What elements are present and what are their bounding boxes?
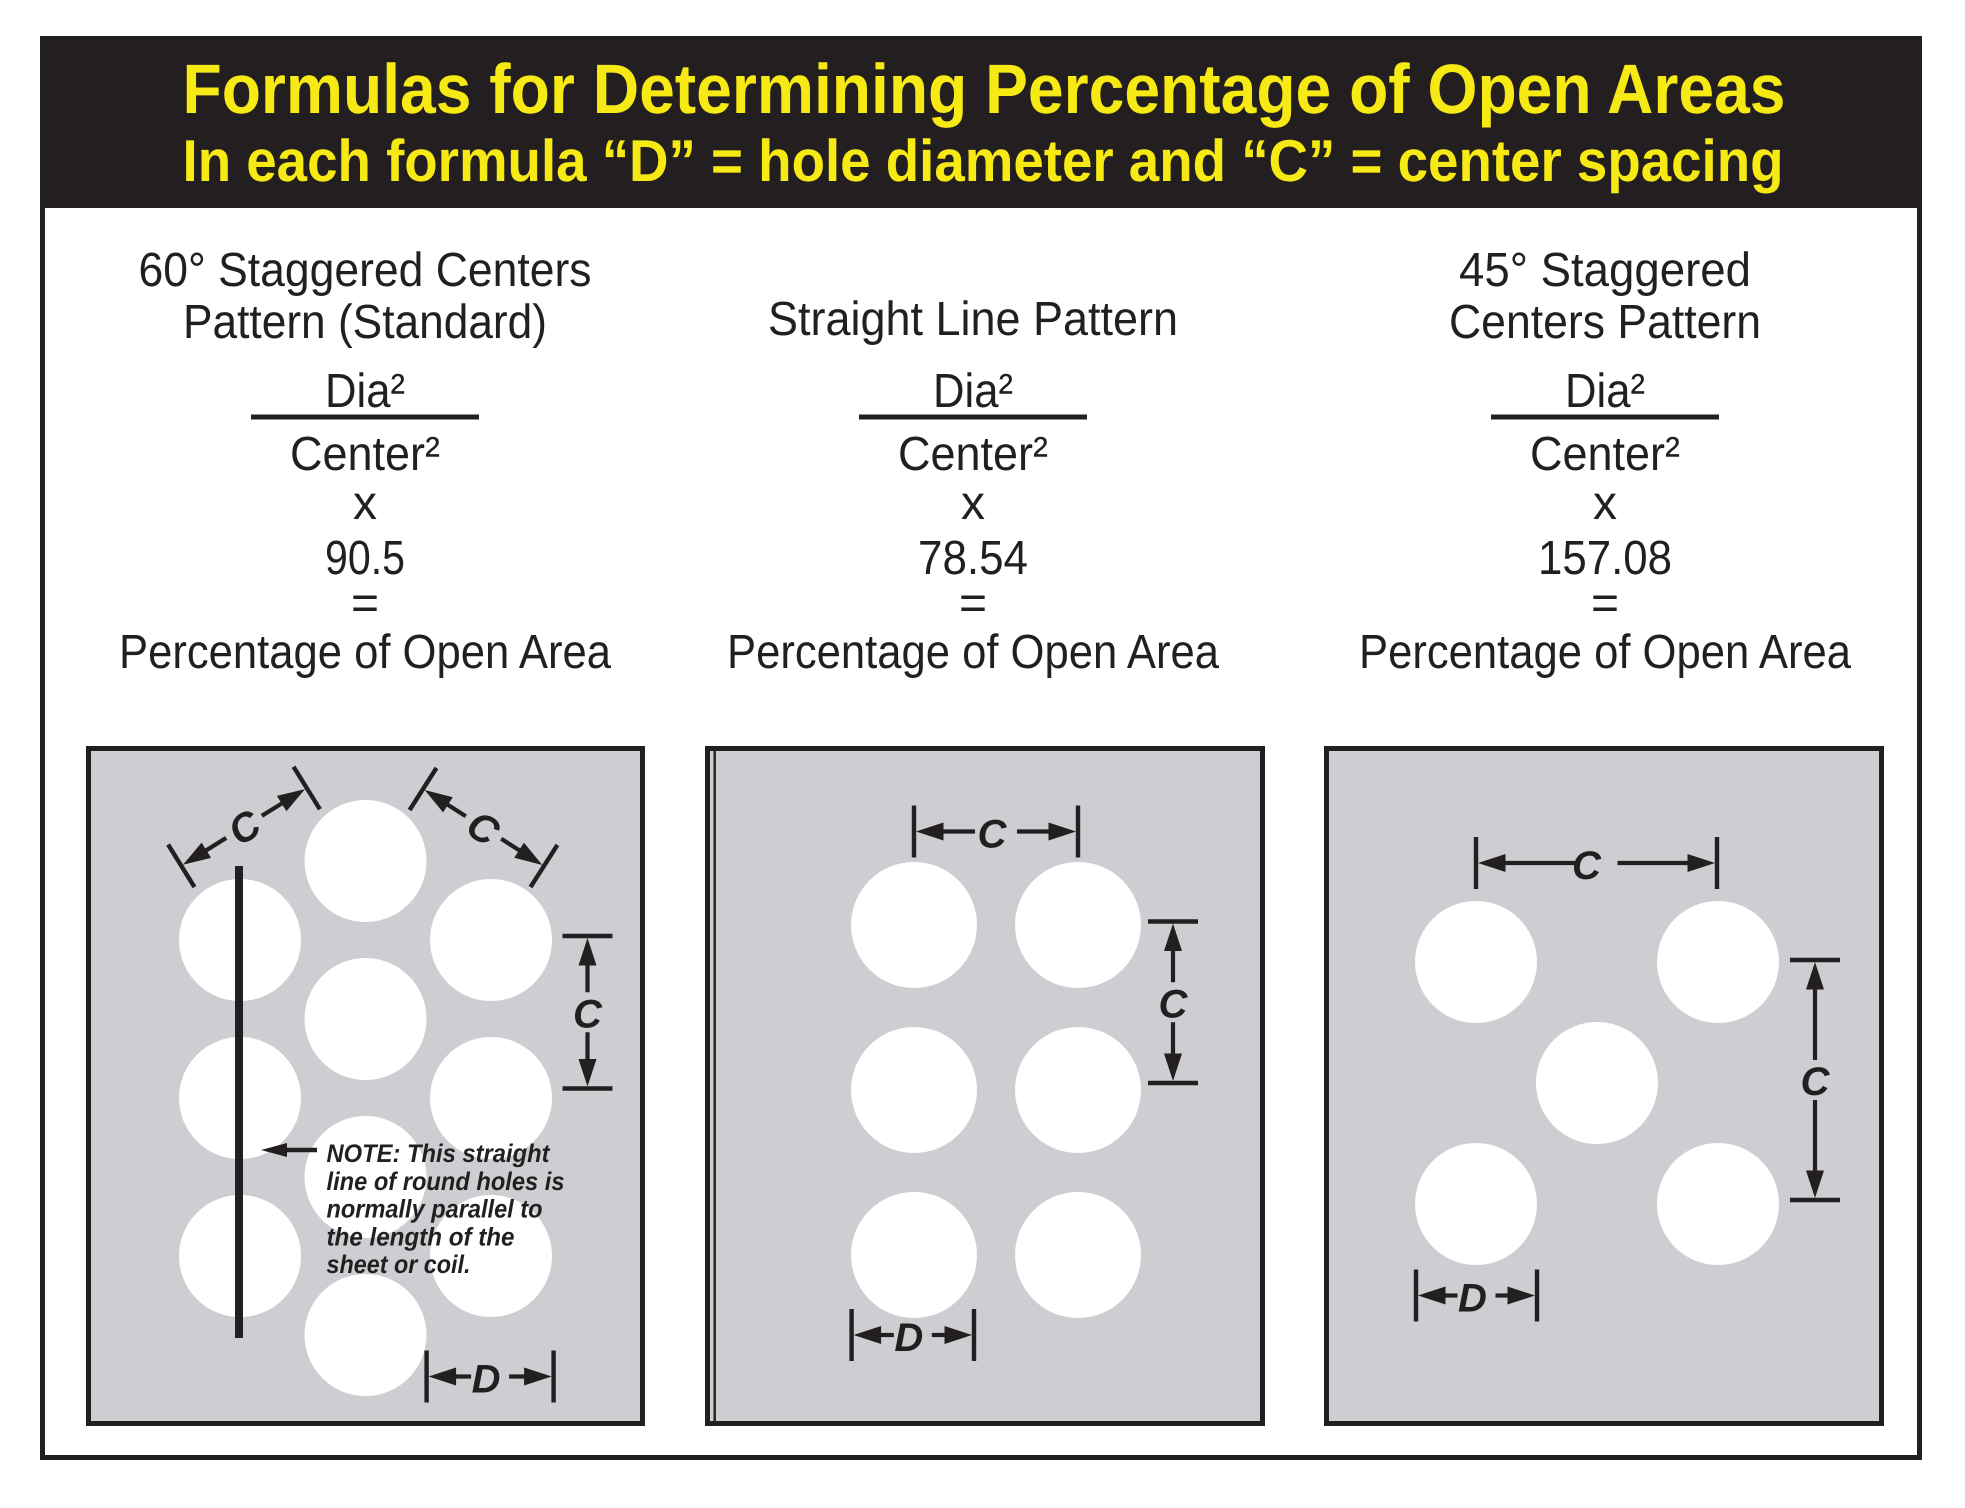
svg-text:C: C [1159, 982, 1189, 1026]
svg-text:45° Staggered: 45° Staggered [1459, 244, 1751, 297]
svg-text:D: D [1458, 1277, 1487, 1321]
svg-text:C: C [978, 813, 1008, 857]
svg-text:Centers Pattern: Centers Pattern [1449, 296, 1761, 349]
svg-text:Straight Line Pattern: Straight Line Pattern [768, 293, 1178, 346]
svg-text:D: D [894, 1316, 923, 1360]
svg-text:C: C [1572, 844, 1602, 888]
svg-text:=: = [959, 577, 987, 630]
svg-text:C: C [1801, 1060, 1831, 1104]
svg-text:90.5: 90.5 [325, 532, 405, 585]
svg-text:x: x [353, 477, 377, 530]
svg-text:line of round holes is: line of round holes is [327, 1168, 565, 1196]
svg-text:C: C [573, 992, 603, 1036]
svg-text:x: x [961, 477, 985, 530]
svg-text:Center²: Center² [290, 428, 440, 481]
svg-text:Dia²: Dia² [933, 365, 1013, 418]
svg-text:78.54: 78.54 [918, 532, 1028, 585]
svg-text:Center²: Center² [898, 428, 1048, 481]
svg-text:sheet or coil.: sheet or coil. [327, 1251, 471, 1279]
svg-text:D: D [472, 1358, 501, 1402]
svg-text:Percentage of Open Area: Percentage of Open Area [1359, 626, 1851, 679]
svg-text:Center²: Center² [1530, 428, 1680, 481]
svg-text:In each formula “D” = hole dia: In each formula “D” = hole diameter and … [183, 128, 1784, 194]
svg-text:157.08: 157.08 [1538, 532, 1672, 585]
svg-text:=: = [351, 577, 379, 630]
svg-text:=: = [1591, 577, 1619, 630]
svg-text:Pattern (Standard): Pattern (Standard) [183, 296, 547, 349]
svg-text:60° Staggered Centers: 60° Staggered Centers [139, 244, 592, 297]
svg-text:the length of the: the length of the [327, 1223, 515, 1251]
svg-text:x: x [1593, 477, 1617, 530]
svg-text:Percentage of Open Area: Percentage of Open Area [727, 626, 1219, 679]
svg-text:Percentage of Open Area: Percentage of Open Area [119, 626, 611, 679]
svg-text:Dia²: Dia² [1565, 365, 1645, 418]
svg-text:normally parallel to: normally parallel to [327, 1196, 543, 1224]
svg-text:Formulas for Determining Perce: Formulas for Determining Percentage of O… [183, 50, 1786, 128]
svg-text:Dia²: Dia² [325, 365, 405, 418]
svg-text:NOTE: This straight: NOTE: This straight [327, 1140, 551, 1168]
